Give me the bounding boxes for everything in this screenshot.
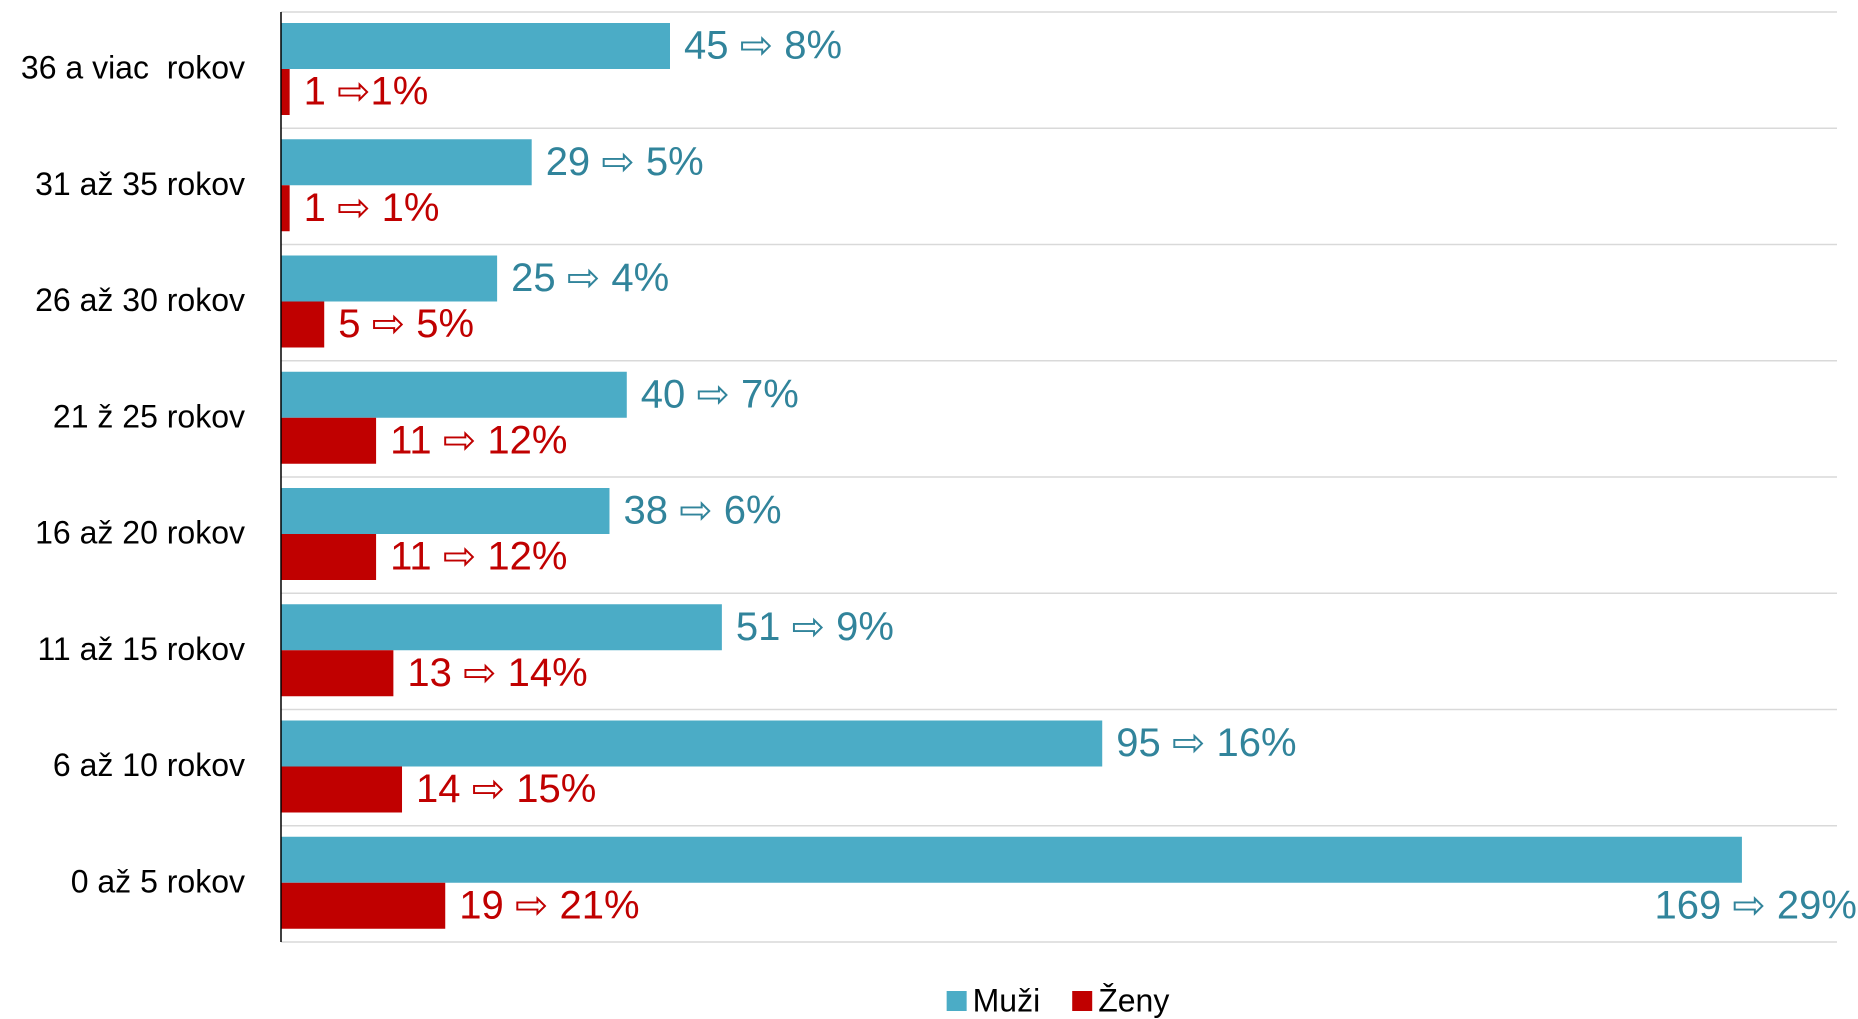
value-label: 169 ⇨ 29% bbox=[1654, 883, 1857, 927]
value-label: 19 ⇨ 21% bbox=[459, 883, 639, 927]
bar bbox=[281, 720, 1103, 767]
bar bbox=[281, 69, 290, 115]
value-label: 38 ⇨ 6% bbox=[623, 489, 781, 533]
value-label: 14 ⇨ 15% bbox=[416, 767, 596, 811]
bar bbox=[281, 185, 290, 232]
value-label: 95 ⇨ 16% bbox=[1116, 721, 1296, 765]
value-label: 1 ⇨ 1% bbox=[304, 186, 440, 230]
value-label: 25 ⇨ 4% bbox=[511, 256, 669, 300]
bar bbox=[281, 650, 394, 697]
category-label: 0 až 5 rokov bbox=[71, 863, 245, 899]
bar bbox=[281, 23, 670, 69]
category-label: 36 a viac rokov bbox=[21, 50, 245, 86]
category-label: 11 až 15 rokov bbox=[37, 631, 245, 667]
value-label: 29 ⇨ 5% bbox=[546, 140, 704, 184]
value-label: 5 ⇨ 5% bbox=[338, 302, 474, 346]
legend-label: Ženy bbox=[1098, 982, 1169, 1018]
bar bbox=[281, 882, 446, 929]
legend-label: Muži bbox=[973, 982, 1041, 1018]
value-label: 11 ⇨ 12% bbox=[390, 418, 567, 462]
value-label: 45 ⇨ 8% bbox=[684, 24, 842, 68]
bar bbox=[281, 139, 532, 186]
value-label: 13 ⇨ 14% bbox=[407, 651, 587, 695]
value-label: 51 ⇨ 9% bbox=[736, 605, 894, 649]
bar bbox=[281, 371, 627, 418]
bar bbox=[281, 417, 377, 464]
bar bbox=[281, 255, 498, 302]
legend-swatch bbox=[946, 991, 967, 1011]
legend-swatch bbox=[1072, 991, 1093, 1011]
bar bbox=[281, 488, 610, 534]
bar bbox=[281, 766, 403, 813]
value-label: 1 ⇨1% bbox=[304, 70, 429, 114]
value-label: 11 ⇨ 12% bbox=[390, 535, 567, 579]
bar bbox=[281, 301, 325, 348]
category-label: 26 až 30 rokov bbox=[35, 282, 245, 318]
bar bbox=[281, 836, 1742, 883]
category-label: 31 až 35 rokov bbox=[35, 166, 245, 202]
value-label: 40 ⇨ 7% bbox=[641, 372, 799, 416]
category-label: 21 ž 25 rokov bbox=[53, 398, 245, 434]
category-label: 16 až 20 rokov bbox=[35, 515, 245, 551]
bar bbox=[281, 534, 377, 580]
category-label: 6 až 10 rokov bbox=[53, 747, 245, 783]
bar bbox=[281, 604, 722, 651]
